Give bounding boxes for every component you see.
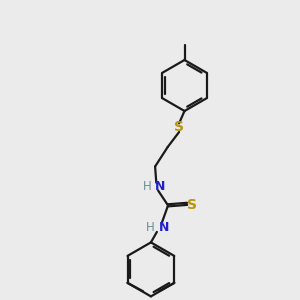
- Text: N: N: [159, 221, 169, 234]
- Text: H: H: [142, 180, 151, 194]
- Text: S: S: [187, 198, 197, 212]
- Text: N: N: [155, 180, 166, 194]
- Text: S: S: [174, 121, 184, 134]
- Text: H: H: [146, 221, 155, 234]
